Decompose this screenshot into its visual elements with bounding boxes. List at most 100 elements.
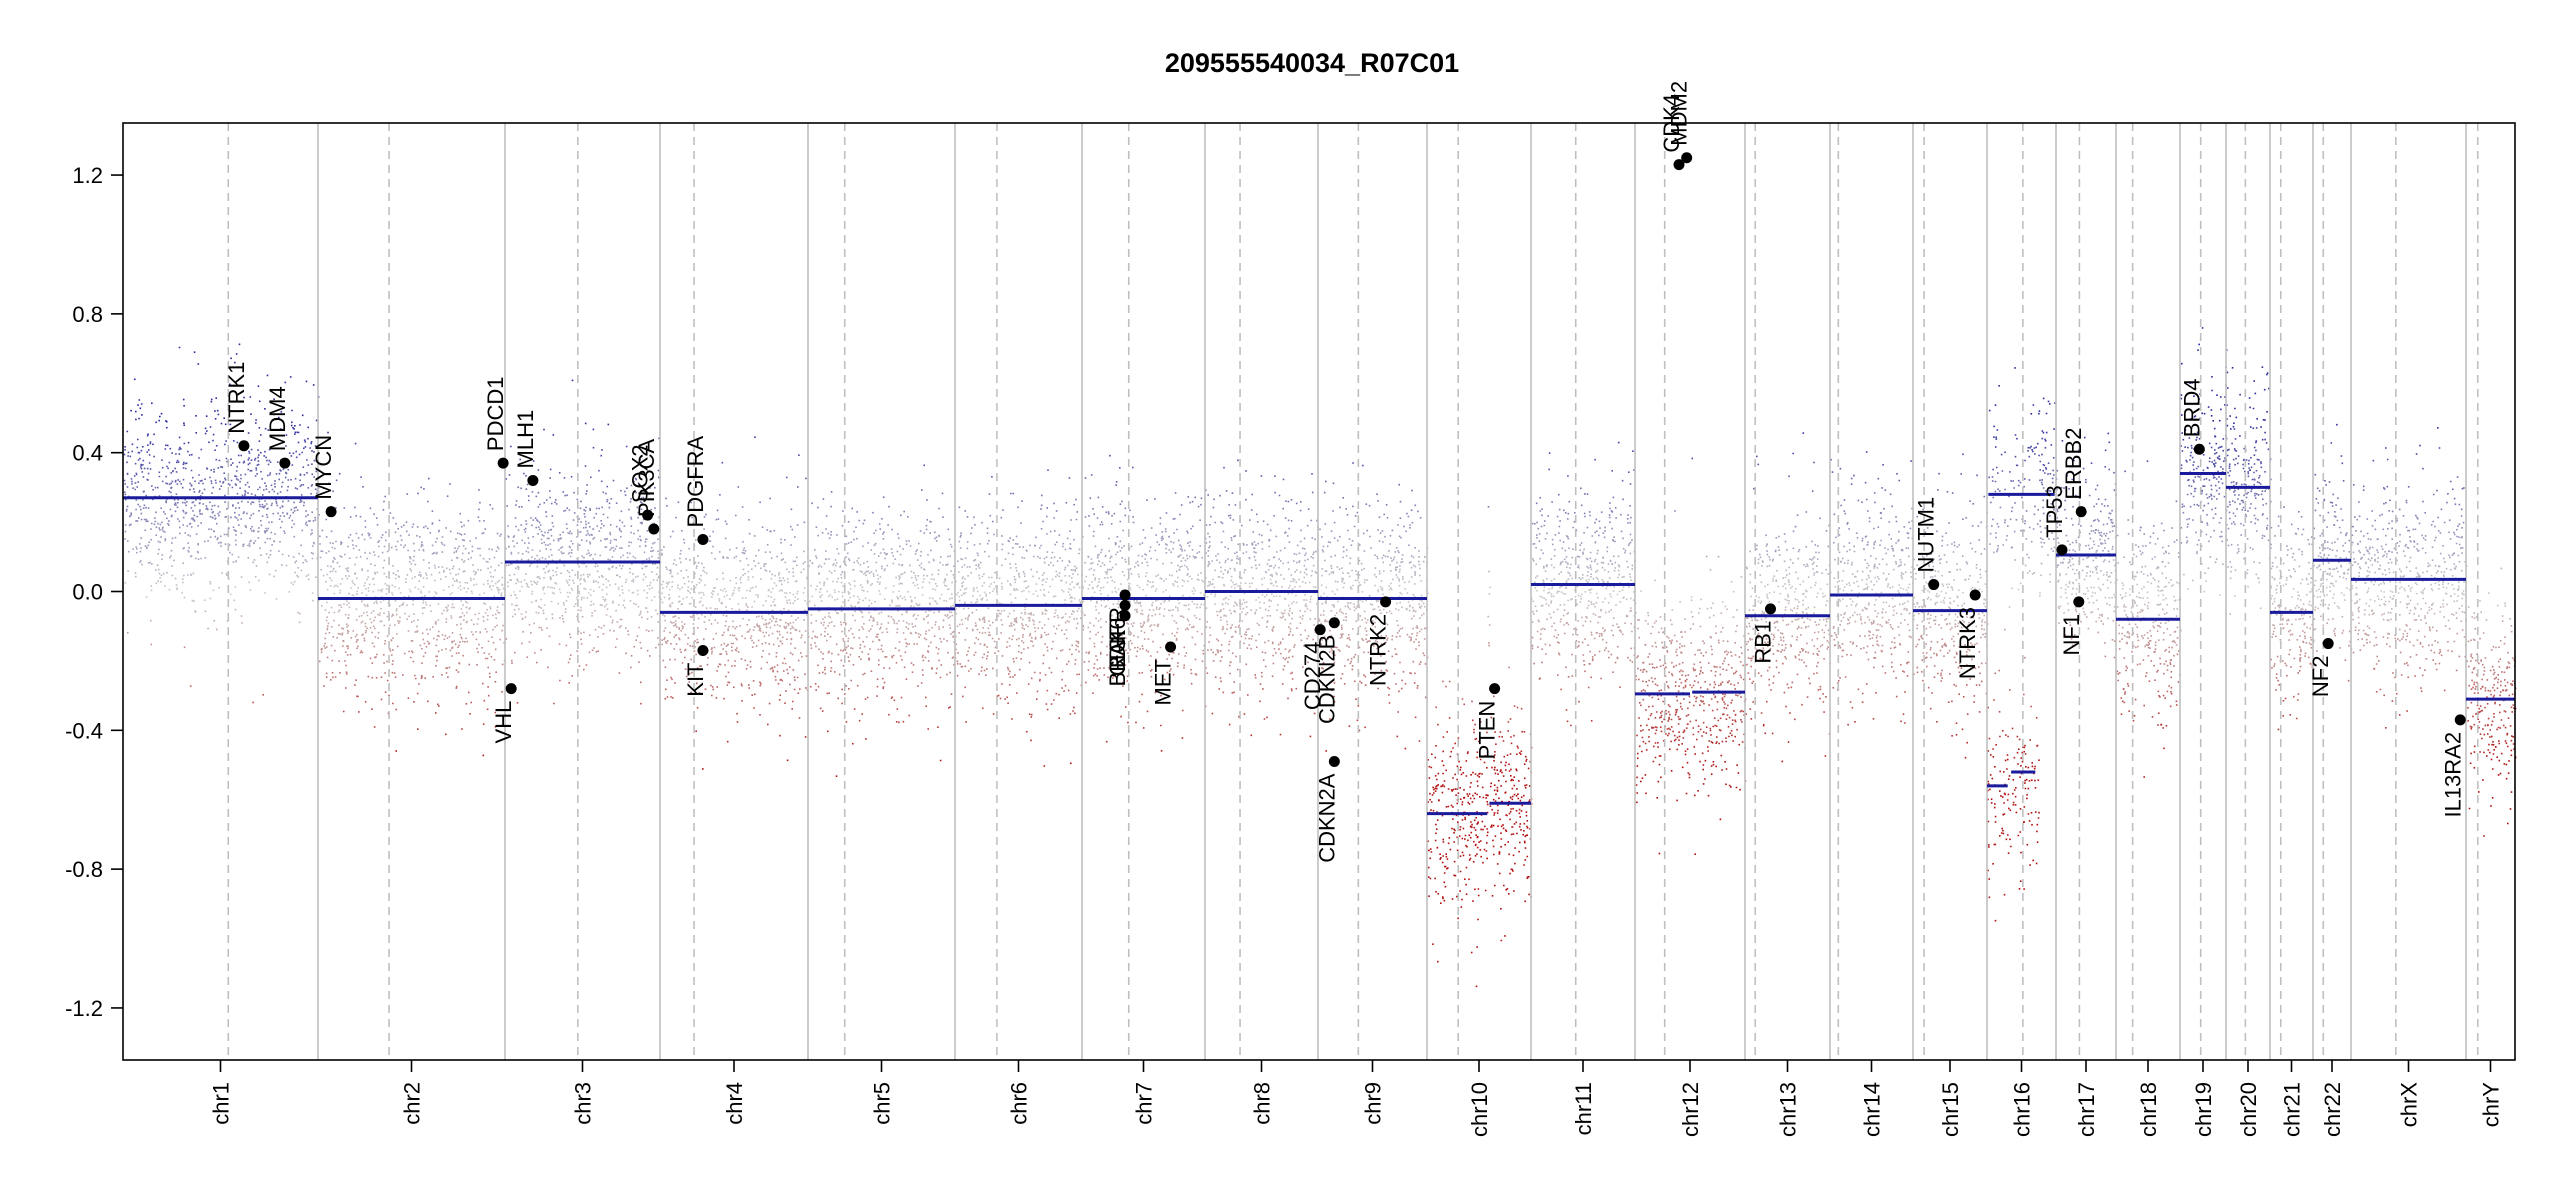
chromosome-label: chr20 [2236, 1082, 2261, 1137]
probe-point-cloud [203, 598, 2445, 602]
probe-point-cloud [160, 535, 2463, 539]
gene-label: RB1 [1751, 621, 1776, 664]
probe-point-cloud [898, 721, 2481, 724]
probe-point-cloud [314, 519, 2130, 521]
gene-point [2193, 443, 2205, 455]
probe-point-cloud [804, 735, 2514, 738]
chart-title: 209555540034_R07C01 [1165, 48, 1459, 78]
probe-point-cloud [336, 636, 2506, 639]
probe-point-cloud [445, 666, 2511, 669]
probe-point-cloud [1030, 715, 2495, 718]
probe-point-cloud [1654, 732, 2509, 735]
probe-point-cloud [140, 536, 2463, 540]
y-tick-label: -0.4 [65, 718, 103, 743]
probe-point-cloud [754, 436, 1998, 439]
gene-point [697, 533, 709, 545]
probe-point-cloud [134, 462, 2256, 466]
gene-label: PDGFRA [683, 435, 708, 527]
probe-point-cloud [158, 526, 2463, 529]
gene-point [1489, 683, 1501, 695]
probe-point-cloud [148, 461, 2344, 465]
gene-point [1380, 596, 1392, 608]
probe-point-cloud [172, 469, 2258, 472]
probe-point-cloud [145, 506, 2014, 509]
probe-point-cloud [347, 629, 2438, 633]
gene-label: NF2 [2308, 656, 2333, 698]
probe-point-cloud [147, 544, 2323, 547]
probe-point-cloud [264, 531, 2450, 534]
probe-point-cloud [1667, 703, 2501, 706]
gene-point [2322, 638, 2334, 650]
probe-point-cloud [131, 480, 2452, 484]
probe-point-cloud [136, 547, 2418, 550]
probe-point-cloud [161, 521, 2465, 524]
probe-point-cloud [696, 706, 2513, 709]
gene-label: NF1 [2059, 614, 2084, 656]
probe-point-cloud [171, 564, 2468, 568]
probe-point-cloud [139, 561, 2446, 564]
probe-point-cloud [664, 697, 2469, 701]
chromosome-label: chr13 [1776, 1082, 1801, 1137]
gene-label: MDM4 [265, 386, 290, 451]
y-tick-label: 0.0 [72, 580, 103, 605]
probe-point-cloud [157, 568, 1982, 571]
probe-point-cloud [140, 512, 2264, 516]
probe-point-cloud [462, 654, 2443, 657]
gene-label: NTRK1 [224, 362, 249, 434]
chromosome-label: chr7 [1132, 1082, 1157, 1125]
probe-point-cloud [135, 418, 2266, 421]
gene-label: CDK6 [1105, 617, 1130, 676]
probe-point-cloud [433, 552, 435, 554]
probe-point-cloud [165, 501, 2448, 505]
chromosome-label: chr17 [2074, 1082, 2099, 1137]
probe-point-cloud [786, 759, 2501, 762]
probe-point-cloud [326, 656, 2412, 659]
probe-point-cloud [224, 494, 2245, 497]
probe-point-cloud [164, 585, 2410, 587]
probe-point-cloud [189, 534, 2427, 538]
gene-point [1328, 617, 1340, 629]
probe-point-cloud [1458, 760, 2024, 763]
probe-point-cloud [779, 734, 2513, 737]
gene-point [2073, 596, 2085, 608]
chromosome-label: chr10 [1467, 1082, 1492, 1137]
probe-point-cloud [327, 625, 2513, 628]
chromosome-label: chrX [2397, 1082, 2422, 1128]
gene-point [697, 644, 709, 656]
probe-point-cloud [150, 589, 2459, 592]
probe-point-cloud [354, 683, 2513, 686]
probe-point-cloud [772, 670, 2503, 673]
probe-point-cloud [324, 637, 2481, 640]
probe-point-cloud [1479, 758, 2493, 761]
probe-point-cloud [142, 476, 2459, 479]
gene-label: PDCD1 [483, 377, 508, 452]
probe-point-cloud [132, 548, 2384, 551]
probe-point-cloud [135, 575, 2445, 579]
probe-point-cloud [664, 665, 2509, 669]
probe-point-cloud [166, 465, 2216, 468]
probe-point-cloud [136, 486, 2253, 489]
gene-label: PTEN [1475, 701, 1500, 760]
probe-point-cloud [207, 626, 2371, 630]
probe-point-cloud [745, 667, 2508, 670]
probe-point-cloud [1663, 718, 2503, 721]
probe-point-cloud [1142, 726, 2502, 730]
probe-point-cloud [133, 474, 2261, 478]
probe-point-cloud [141, 563, 2374, 566]
probe-point-cloud [345, 686, 2494, 689]
probe-point-cloud [165, 500, 2424, 503]
probe-point-cloud [2202, 469, 2205, 472]
probe-point-cloud [325, 632, 2459, 636]
probe-point-cloud [852, 742, 2515, 745]
probe-point-cloud [702, 764, 2513, 988]
gene-point [238, 440, 250, 452]
gene-label: BRAF [1105, 628, 1130, 687]
gene-label: IL13RA2 [2440, 732, 2465, 818]
probe-point-cloud [177, 460, 2262, 463]
probe-point-cloud [1508, 763, 2506, 766]
probe-point-cloud [183, 645, 2500, 649]
gene-label: MLH1 [513, 410, 538, 469]
probe-point-cloud [137, 438, 2266, 441]
probe-point-cloud [142, 459, 2375, 463]
probe-point-cloud [124, 490, 2264, 493]
